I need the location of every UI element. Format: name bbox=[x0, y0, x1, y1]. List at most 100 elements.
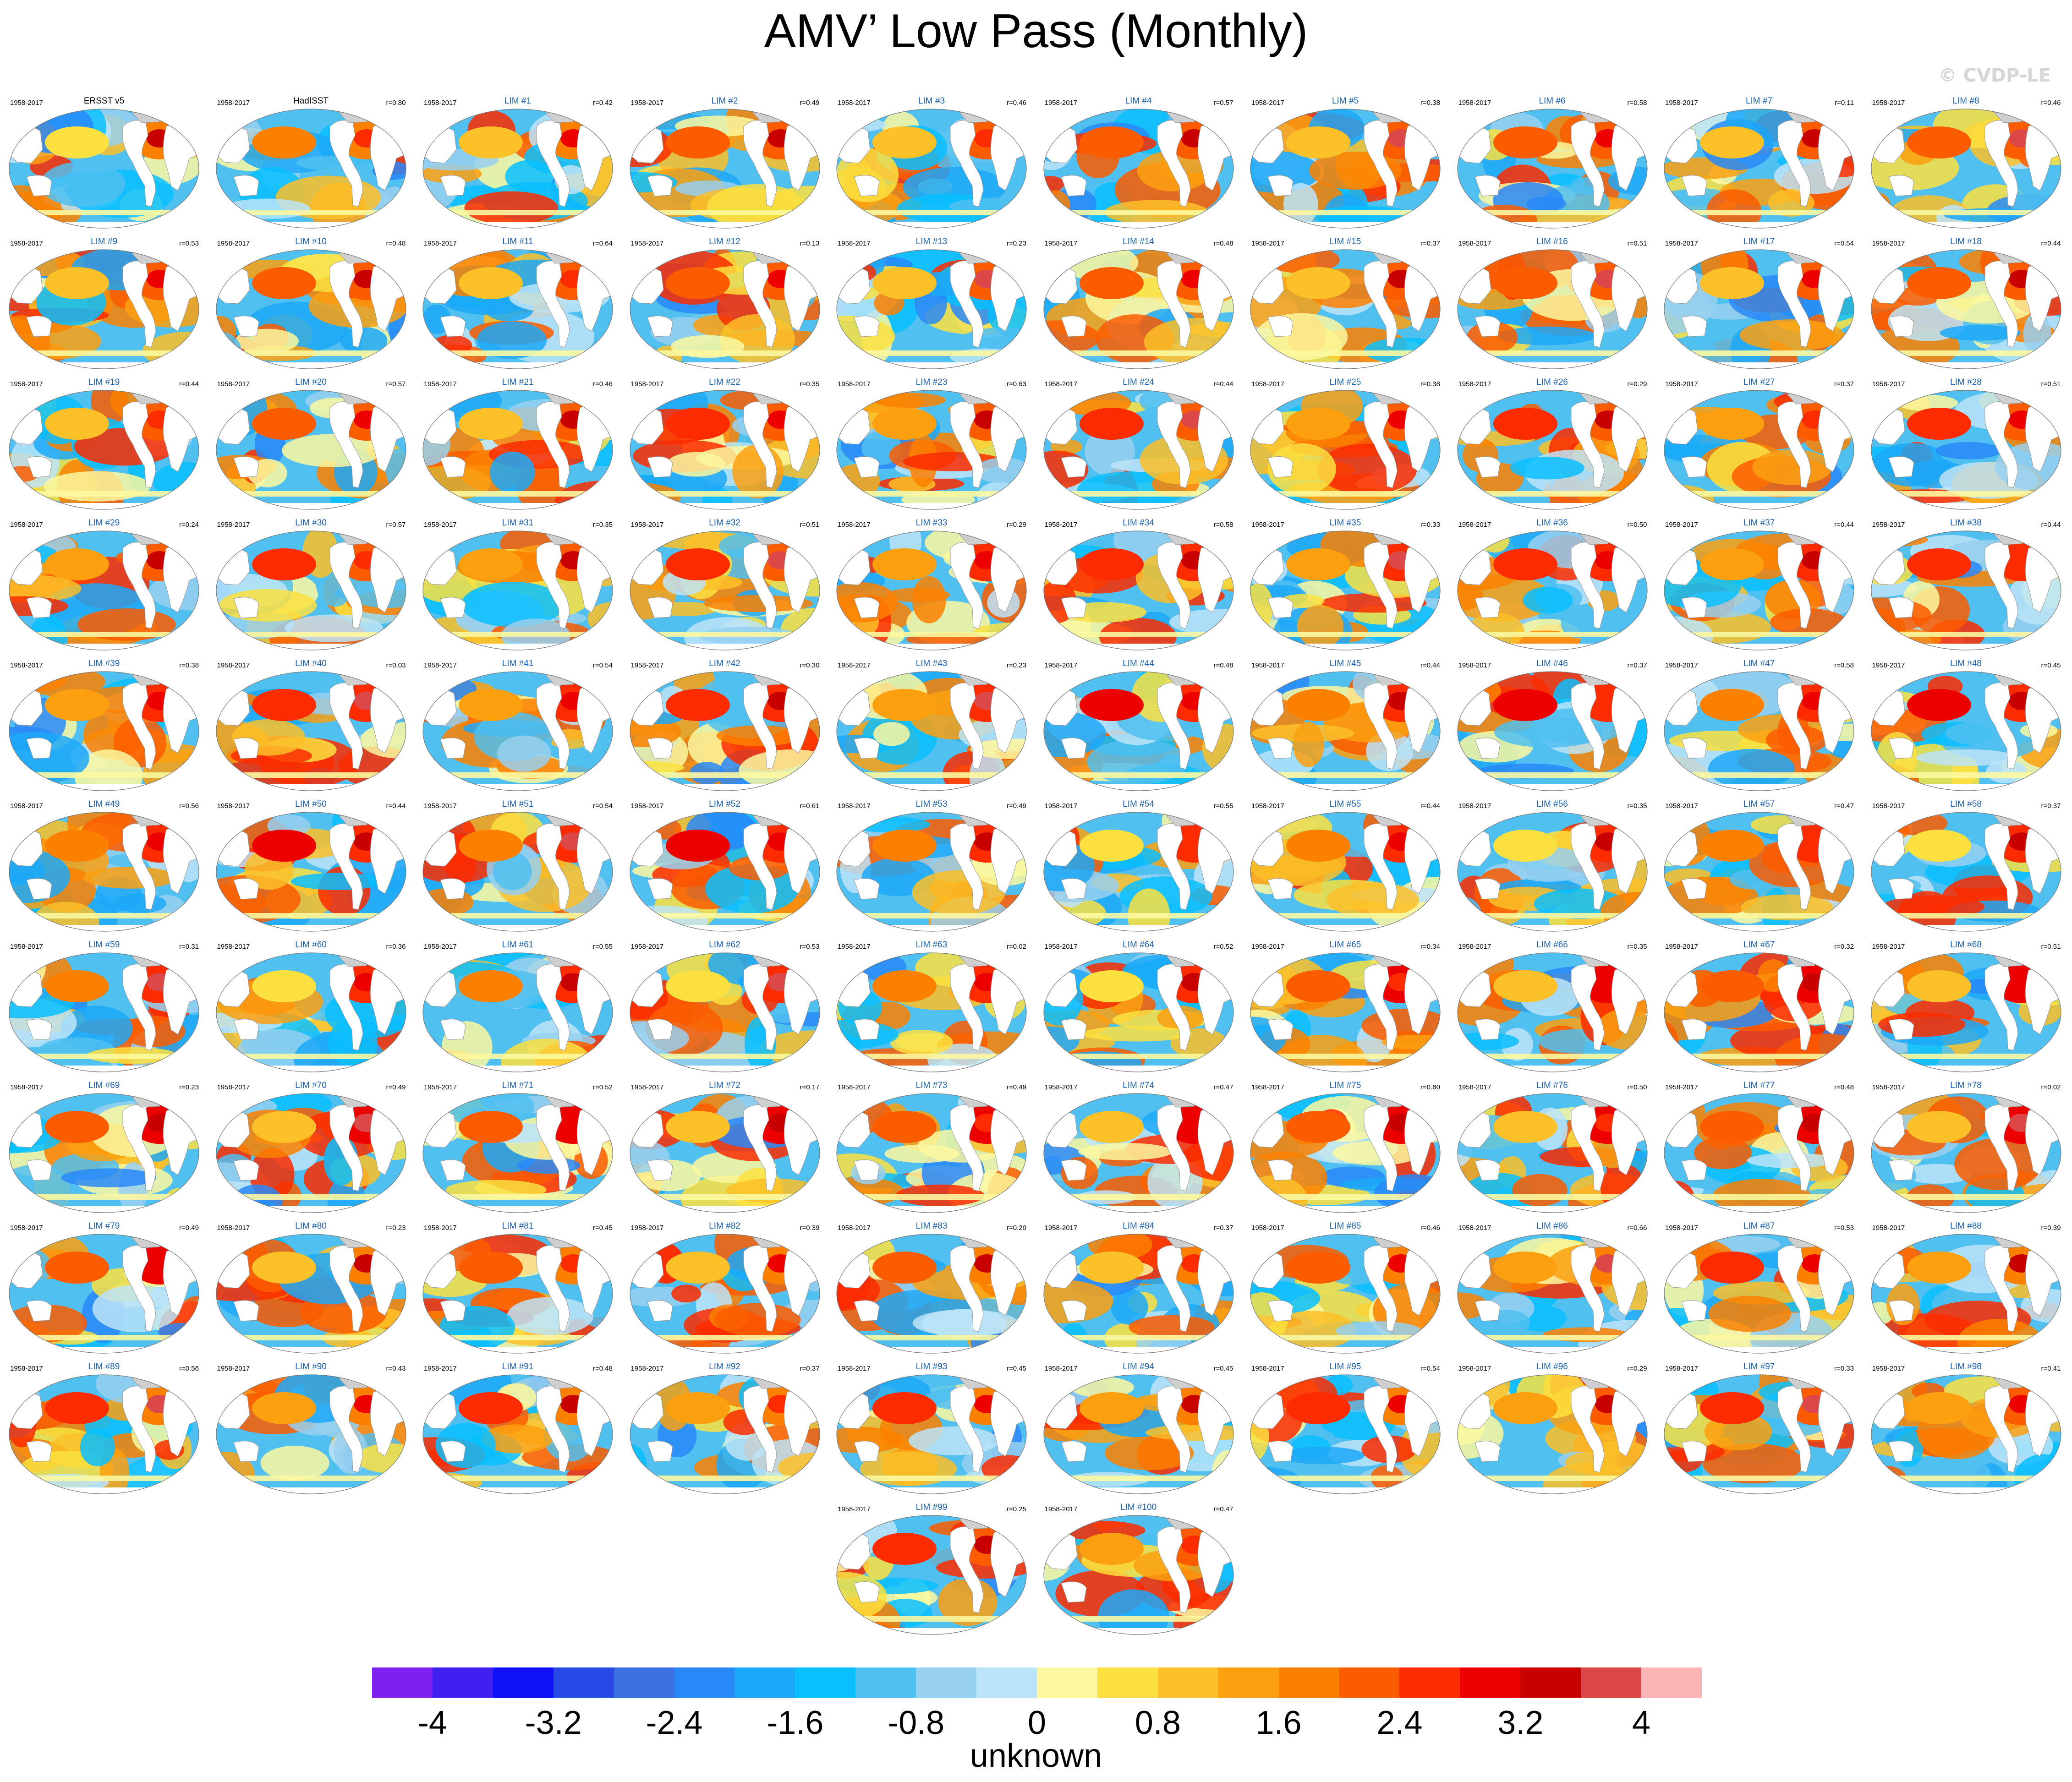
colorbar-swatch bbox=[1641, 1667, 1702, 1698]
panel-period: 1958-2017 bbox=[1665, 802, 1698, 810]
sst-anomaly-map bbox=[1664, 1234, 1854, 1354]
panel-title: LIM #44 bbox=[1123, 659, 1154, 668]
sst-anomaly-map bbox=[422, 249, 613, 369]
panel-period: 1958-2017 bbox=[630, 1365, 664, 1372]
map-panel: 1958-2017 LIM #2 r=0.49 bbox=[625, 96, 824, 230]
map-panel: 1958-2017 LIM #92 r=0.37 bbox=[625, 1362, 824, 1496]
panel-period: 1958-2017 bbox=[1251, 943, 1284, 951]
sst-anomaly-map bbox=[1870, 671, 2061, 791]
panel-correlation: r=0.63 bbox=[1007, 380, 1026, 388]
panel-correlation: r=0.45 bbox=[593, 1224, 613, 1232]
panel-correlation: r=0.43 bbox=[386, 1365, 406, 1372]
sst-anomaly-map bbox=[1043, 109, 1234, 229]
sst-anomaly-map bbox=[215, 109, 406, 229]
panel-title: LIM #97 bbox=[1743, 1362, 1775, 1372]
panel-title: LIM #26 bbox=[1536, 377, 1568, 387]
panel-period: 1958-2017 bbox=[424, 661, 457, 669]
panel-period: 1958-2017 bbox=[217, 802, 250, 810]
map-panel: 1958-2017 LIM #31 r=0.35 bbox=[418, 518, 617, 652]
panel-period: 1958-2017 bbox=[1251, 1083, 1284, 1091]
map-panel: 1958-2017 LIM #30 r=0.57 bbox=[212, 518, 411, 652]
panel-period: 1958-2017 bbox=[1458, 943, 1491, 951]
panel-period: 1958-2017 bbox=[1251, 521, 1284, 529]
panel-correlation: r=0.20 bbox=[1007, 1224, 1026, 1232]
panel-correlation: r=0.23 bbox=[179, 1083, 199, 1091]
panel-period: 1958-2017 bbox=[838, 1365, 871, 1372]
sst-anomaly-map bbox=[1664, 952, 1854, 1072]
map-panel: 1958-2017 ERSST v5 bbox=[5, 96, 203, 230]
panel-correlation: r=0.11 bbox=[1835, 99, 1854, 107]
map-panel: 1958-2017 LIM #35 r=0.33 bbox=[1246, 518, 1445, 652]
map-panel: 1958-2017 LIM #14 r=0.48 bbox=[1039, 237, 1238, 371]
panel-correlation: r=0.42 bbox=[593, 99, 613, 107]
panel-title: LIM #92 bbox=[709, 1362, 740, 1372]
map-panel: 1958-2017 LIM #7 r=0.11 bbox=[1660, 96, 1858, 230]
sst-anomaly-map bbox=[9, 390, 199, 510]
map-panel: 1958-2017 LIM #89 r=0.56 bbox=[5, 1362, 203, 1496]
panel-correlation: r=0.56 bbox=[179, 802, 199, 810]
panel-correlation: r=0.53 bbox=[800, 943, 820, 951]
panel-correlation: r=0.80 bbox=[386, 99, 406, 107]
panel-title: LIM #43 bbox=[915, 659, 948, 668]
panel-title: LIM #66 bbox=[1536, 940, 1568, 950]
panel-period: 1958-2017 bbox=[217, 1083, 250, 1091]
panel-period: 1958-2017 bbox=[1458, 99, 1491, 107]
panel-correlation: r=0.52 bbox=[1213, 943, 1233, 951]
panel-correlation: r=0.46 bbox=[593, 380, 613, 388]
panel-correlation: r=0.44 bbox=[2041, 240, 2061, 247]
panel-period: 1958-2017 bbox=[1251, 802, 1284, 810]
sst-anomaly-map bbox=[422, 1234, 613, 1354]
panel-period: 1958-2017 bbox=[10, 943, 43, 951]
colorbar-swatch bbox=[1097, 1667, 1158, 1698]
sst-anomaly-map bbox=[1250, 109, 1441, 229]
panel-period: 1958-2017 bbox=[1872, 1083, 1905, 1091]
map-panel: 1958-2017 LIM #60 r=0.36 bbox=[212, 940, 411, 1074]
colorbar-swatch bbox=[1339, 1667, 1400, 1698]
panel-period: 1958-2017 bbox=[1872, 661, 1905, 669]
panel-period: 1958-2017 bbox=[424, 240, 457, 247]
panel-title: LIM #98 bbox=[1950, 1362, 1982, 1372]
map-panel: 1958-2017 LIM #28 r=0.51 bbox=[1867, 377, 2066, 511]
colorbar-tick-label: 1.6 bbox=[1255, 1705, 1302, 1741]
map-panel: 1958-2017 LIM #57 r=0.47 bbox=[1660, 799, 1858, 933]
panel-period: 1958-2017 bbox=[1872, 1224, 1905, 1232]
map-panel: 1958-2017 LIM #20 r=0.57 bbox=[212, 377, 411, 511]
panel-period: 1958-2017 bbox=[10, 99, 43, 107]
panel-correlation: r=0.48 bbox=[1213, 661, 1233, 669]
sst-anomaly-map bbox=[836, 530, 1027, 650]
map-panel: 1958-2017 LIM #70 r=0.49 bbox=[212, 1081, 411, 1214]
colorbar-swatch bbox=[916, 1667, 977, 1698]
map-panel: 1958-2017 LIM #100 r=0.47 bbox=[1039, 1503, 1238, 1636]
sst-anomaly-map bbox=[1870, 1093, 2061, 1213]
map-panel: 1958-2017 LIM #75 r=0.60 bbox=[1246, 1081, 1445, 1214]
panel-correlation: r=0.37 bbox=[1213, 1224, 1233, 1232]
panel-title: LIM #83 bbox=[915, 1221, 948, 1231]
sst-anomaly-map bbox=[1250, 249, 1441, 369]
sst-anomaly-map bbox=[422, 109, 613, 229]
sst-anomaly-map bbox=[1457, 671, 1648, 791]
map-panel: 1958-2017 LIM #95 r=0.54 bbox=[1246, 1362, 1445, 1496]
panel-correlation: r=0.41 bbox=[2041, 1365, 2061, 1372]
map-panel: 1958-2017 LIM #15 r=0.37 bbox=[1246, 237, 1445, 371]
panel-title: LIM #74 bbox=[1123, 1081, 1154, 1090]
panel-period: 1958-2017 bbox=[838, 240, 871, 247]
panel-period: 1958-2017 bbox=[424, 99, 457, 107]
panel-correlation: r=0.57 bbox=[1213, 99, 1233, 107]
panel-title: LIM #49 bbox=[88, 799, 120, 809]
panel-title: LIM #19 bbox=[88, 377, 120, 387]
panel-period: 1958-2017 bbox=[10, 802, 43, 810]
map-panel: 1958-2017 LIM #61 r=0.55 bbox=[418, 940, 617, 1074]
map-panel: 1958-2017 LIM #18 r=0.44 bbox=[1867, 237, 2066, 371]
map-panel: 1958-2017 LIM #11 r=0.64 bbox=[418, 237, 617, 371]
colorbar-swatch bbox=[1581, 1667, 1642, 1698]
panel-correlation: r=0.38 bbox=[179, 661, 199, 669]
colorbar-tick-label: 4 bbox=[1632, 1705, 1651, 1741]
panel-correlation: r=0.48 bbox=[1213, 240, 1233, 247]
sst-anomaly-map bbox=[629, 109, 820, 229]
sst-anomaly-map bbox=[1457, 812, 1648, 932]
colorbar-swatch bbox=[432, 1667, 493, 1698]
map-panel: 1958-2017 LIM #94 r=0.45 bbox=[1039, 1362, 1238, 1496]
panel-correlation: r=0.51 bbox=[1627, 240, 1647, 247]
panel-title: LIM #57 bbox=[1743, 799, 1775, 809]
sst-anomaly-map bbox=[422, 812, 613, 932]
